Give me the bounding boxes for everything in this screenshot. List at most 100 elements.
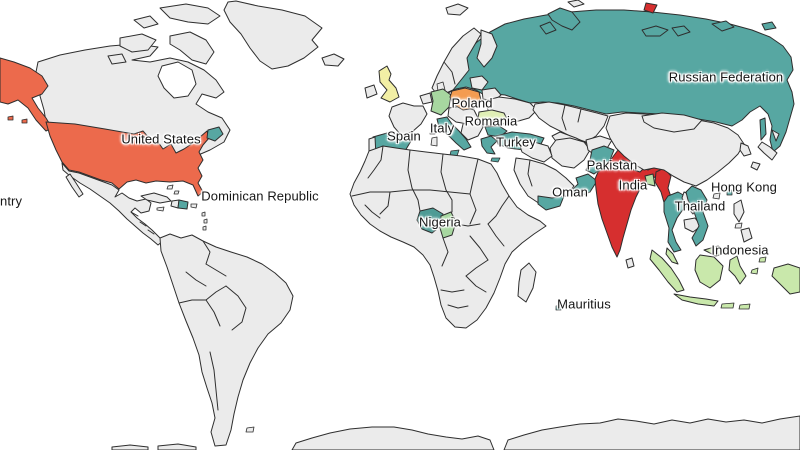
- svalbard[interactable]: [445, 3, 469, 16]
- country-united-states-alaska[interactable]: [0, 57, 53, 132]
- country-philippines[interactable]: [734, 222, 743, 229]
- taiwan[interactable]: [734, 183, 742, 193]
- aleutian-islands[interactable]: [7, 115, 14, 121]
- russia-island-sakhalin[interactable]: [759, 117, 767, 141]
- falkland-islands[interactable]: [245, 426, 255, 433]
- country-cameroon[interactable]: [439, 211, 457, 239]
- country-mauritius[interactable]: [555, 304, 562, 311]
- country-united-states[interactable]: [45, 121, 210, 197]
- country-jamaica[interactable]: [156, 206, 165, 212]
- antarctica[interactable]: [503, 415, 800, 450]
- country-indonesia-maluku[interactable]: [758, 256, 767, 263]
- russia-island-new-siberian[interactable]: [711, 20, 735, 32]
- country-malaysia[interactable]: [665, 247, 679, 265]
- puerto-rico[interactable]: [190, 203, 198, 209]
- country-germany[interactable]: [430, 88, 452, 116]
- sardinia[interactable]: [430, 136, 438, 147]
- country-indonesia-maluku[interactable]: [750, 267, 759, 275]
- country-ireland[interactable]: [364, 84, 378, 99]
- country-mexico-central-america[interactable]: [61, 162, 164, 246]
- country-indonesia-java[interactable]: [673, 293, 719, 307]
- red-marker-north[interactable]: [643, 2, 658, 14]
- canada-island[interactable]: [133, 15, 159, 29]
- country-poland[interactable]: [449, 87, 482, 111]
- label-spain: Spain: [387, 128, 421, 144]
- country-indonesia-sumatra[interactable]: [649, 249, 685, 293]
- country-france[interactable]: [388, 102, 428, 136]
- country-nigeria[interactable]: [416, 207, 444, 234]
- country-indonesia-lesser-sunda[interactable]: [720, 302, 735, 309]
- label-partial-left-edge: ntry: [0, 193, 23, 209]
- russia-island-severnaya-zemlya[interactable]: [671, 25, 691, 37]
- antarctica[interactable]: [157, 443, 197, 450]
- country-sri-lanka[interactable]: [625, 257, 635, 269]
- country-united-kingdom[interactable]: [378, 65, 400, 103]
- region-nova-scotia-teal[interactable]: [206, 126, 224, 142]
- country-cuba[interactable]: [140, 192, 172, 204]
- country-japan[interactable]: [750, 161, 761, 171]
- country-pakistan[interactable]: [585, 145, 615, 175]
- label-india: India: [618, 177, 648, 193]
- crete[interactable]: [490, 157, 501, 163]
- baltic-states[interactable]: [469, 75, 489, 91]
- russia-island-severnaya-zemlya[interactable]: [641, 25, 669, 37]
- country-mongolia[interactable]: [641, 112, 703, 133]
- country-bangladesh[interactable]: [644, 173, 656, 187]
- russia-island-novaya-zemlya[interactable]: [547, 7, 581, 31]
- country-finland[interactable]: [476, 29, 498, 68]
- canada-island-ellesmere[interactable]: [159, 3, 221, 25]
- country-japan[interactable]: [771, 129, 780, 142]
- label-nigeria: Nigeria: [419, 214, 461, 230]
- antarctica[interactable]: [291, 426, 495, 450]
- canada-island-victoria[interactable]: [119, 33, 157, 53]
- country-japan[interactable]: [757, 141, 778, 161]
- country-indonesia-new-guinea[interactable]: [771, 263, 800, 295]
- lesser-antilles[interactable]: [201, 211, 206, 217]
- country-hong-kong[interactable]: [726, 189, 733, 196]
- country-madagascar[interactable]: [517, 262, 537, 303]
- baja-california[interactable]: [65, 173, 84, 198]
- russia-island-wrangel[interactable]: [761, 21, 777, 31]
- label-united-states: United States: [121, 131, 201, 147]
- country-vietnam[interactable]: [685, 185, 709, 247]
- label-oman: Oman: [552, 184, 588, 200]
- country-philippines[interactable]: [733, 199, 745, 223]
- country-indonesia-sulawesi[interactable]: [728, 255, 747, 285]
- canada-island-baffin[interactable]: [169, 31, 215, 65]
- country-oman[interactable]: [571, 173, 598, 197]
- country-indonesia-borneo[interactable]: [694, 254, 724, 289]
- label-hong-kong: Hong Kong: [711, 179, 777, 195]
- russia-island-novaya-zemlya[interactable]: [539, 21, 557, 35]
- hainan[interactable]: [712, 192, 721, 200]
- country-kazakhstan[interactable]: [532, 101, 609, 143]
- country-yemen[interactable]: [537, 195, 565, 211]
- country-romania[interactable]: [477, 109, 509, 128]
- lesser-antilles[interactable]: [203, 218, 208, 224]
- label-dominican-republic: Dominican Republic: [201, 188, 319, 204]
- label-russian-federation: Russian Federation: [668, 69, 784, 85]
- country-iraq-levant[interactable]: [519, 141, 553, 163]
- interior-borders: [130, 61, 582, 411]
- label-pakistan: Pakistan: [586, 157, 638, 173]
- country-korea[interactable]: [739, 142, 752, 157]
- country-indonesia-lesser-sunda[interactable]: [738, 303, 751, 310]
- country-greenland[interactable]: [223, 0, 323, 70]
- country-iceland[interactable]: [321, 53, 345, 67]
- lesser-antilles[interactable]: [202, 225, 207, 231]
- country-malaysia-borneo[interactable]: [703, 245, 730, 257]
- label-indonesia: Indonesia: [711, 242, 769, 258]
- corsica[interactable]: [429, 128, 436, 135]
- country-netherlands-belgium[interactable]: [419, 92, 433, 105]
- country-italy[interactable]: [436, 116, 472, 151]
- country-dominican-republic[interactable]: [177, 199, 189, 210]
- country-philippines[interactable]: [740, 227, 753, 243]
- aleutian-islands[interactable]: [21, 118, 28, 124]
- canada-island[interactable]: [107, 53, 127, 65]
- continent-south-america[interactable]: [159, 233, 294, 447]
- bahamas[interactable]: [166, 184, 174, 190]
- bahamas[interactable]: [173, 190, 180, 195]
- country-greece[interactable]: [480, 135, 498, 155]
- franz-josef-land[interactable]: [567, 0, 585, 8]
